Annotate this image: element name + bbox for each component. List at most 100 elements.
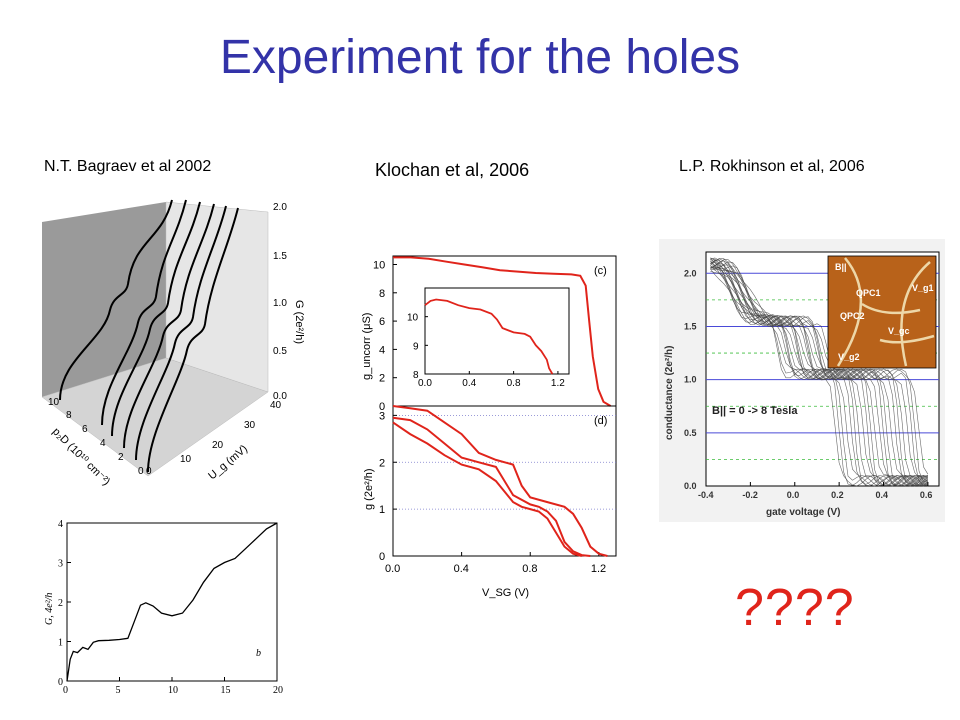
- rk-inset-label: V_g1: [912, 283, 934, 293]
- bagraev-2d-chart: 0 5 10 15 20 0 1 2 3 4 G, 4e²/h b: [44, 519, 283, 696]
- b3d-curve-2: [123, 203, 215, 449]
- b2d-ylabel: G, 4e²/h: [44, 593, 55, 625]
- b3d-xtick: 4: [100, 438, 106, 449]
- b2d-frame: [66, 522, 278, 682]
- question-marks: ????: [735, 579, 855, 637]
- kci-xtick: 0.4: [462, 378, 476, 389]
- caption-rokhinson: L.P. Rokhinson et al, 2006: [679, 158, 865, 175]
- caption-klochan: Klochan et al, 2006: [375, 160, 530, 180]
- kd-xlabel: V_SG (V): [482, 587, 529, 599]
- rk-trace: [710, 262, 929, 487]
- rk-trace: [710, 257, 929, 482]
- rk-trace: [710, 260, 929, 487]
- kc-panel-label: (c): [594, 265, 607, 277]
- rk-xtick: 0.2: [831, 490, 844, 500]
- kd-panel-label: (d): [594, 415, 607, 427]
- kci-xtick: 0.8: [507, 378, 521, 389]
- kd-ylabel: g (2e²/h): [363, 468, 375, 510]
- b3d-ytick: 0: [146, 466, 152, 477]
- b2d-xtick: 5: [116, 685, 121, 696]
- rk-trace: [710, 259, 929, 483]
- b2d-xtick: 0: [63, 685, 68, 696]
- kc-curve: [393, 256, 612, 407]
- kd-xtick: 0.4: [454, 563, 469, 575]
- b3d-curve-0: [147, 207, 239, 473]
- rk-inset-gates: [836, 257, 935, 367]
- kc-ytick: 6: [379, 316, 385, 328]
- rk-trace: [710, 268, 929, 487]
- b3d-curve-1: [135, 205, 227, 461]
- rk-ytick: 1.0: [684, 375, 697, 385]
- kci-xtick: 0.0: [418, 378, 432, 389]
- kc-ytick: 8: [379, 288, 385, 300]
- kc-ytick: 2: [379, 373, 385, 385]
- kd-xtick: 1.2: [591, 563, 606, 575]
- rk-inset-label: QPC2: [840, 311, 865, 321]
- b2d-xtick: 10: [168, 685, 178, 696]
- klochan-d-chart: 0.0 0.4 0.8 1.2 0 1 2 3 g (2e²/h) V_SG (V) (d): [363, 405, 617, 599]
- kd-xtick: 0.8: [522, 563, 537, 575]
- rk-ytick: 1.5: [684, 321, 697, 331]
- b3d-ztick: 0.0: [273, 391, 287, 402]
- b2d-panel-label: b: [256, 648, 261, 659]
- kd-ytick: 1: [379, 504, 385, 516]
- rk-trace: [710, 261, 928, 486]
- slide-title: Experiment for the holes: [219, 31, 741, 84]
- rk-trace: [710, 262, 929, 487]
- rk-annotation: B|| = 0 -> 8 Tesla: [712, 405, 798, 417]
- rk-inset-label: QPC1: [856, 288, 881, 298]
- kd-frame: [392, 405, 617, 557]
- b3d-ytick: 20: [212, 440, 224, 451]
- rk-trace: [710, 259, 929, 487]
- b3d-curve-4: [101, 199, 187, 426]
- b2d-ytick: 4: [58, 519, 63, 530]
- kc-ytick: 0: [379, 401, 385, 413]
- rk-ylabel: conductance (2e²/h): [664, 346, 675, 440]
- kd-curve-1: [392, 416, 591, 557]
- rk-trace: [710, 266, 929, 487]
- rk-inset-label: V_gc: [888, 326, 910, 336]
- b3d-ztick: 1.0: [273, 298, 287, 309]
- kc-ytick: 4: [379, 344, 385, 356]
- rk-trace: [710, 260, 928, 487]
- kc-ytick: 10: [373, 259, 385, 271]
- b2d-xtick: 15: [221, 685, 231, 696]
- rk-xtick: 0.6: [920, 490, 933, 500]
- rokhinson-chart: -0.4 -0.2 0.0 0.2 0.4 0.6 0.0 0.5 1.0 1.5 2.0 gate …: [659, 239, 945, 522]
- kd-ytick: 2: [379, 457, 385, 469]
- b3d-xtick: 0: [138, 466, 144, 477]
- b3d-xtick: 8: [66, 410, 72, 421]
- caption-bagraev: N.T. Bagraev et al 2002: [44, 158, 212, 175]
- kci-ytick: 10: [407, 313, 419, 324]
- kd-xtick: 0.0: [385, 563, 400, 575]
- b3d-ztick: 2.0: [273, 202, 287, 213]
- kc-ylabel: g_uncorr (μS): [361, 313, 373, 380]
- kci-ytick: 9: [413, 341, 419, 352]
- kd-curve-2: [392, 405, 608, 557]
- rk-xtick: 0.4: [876, 490, 889, 500]
- rk-trace: [710, 264, 929, 487]
- b3d-curve-5: [59, 199, 173, 401]
- rk-inset-label: V_g2: [838, 352, 860, 362]
- rk-ytick: 0.0: [684, 481, 697, 491]
- klochan-c-chart: 0 2 4 6 8 10 g_uncorr (μS) (c) 0.0 0.4 0.8 1.2 8 9 10: [361, 255, 617, 413]
- kc-inset-curve: [424, 298, 554, 375]
- b3d-ztick: 1.5: [273, 251, 287, 262]
- b2d-ytick: 2: [58, 598, 63, 609]
- b3d-xtick: 6: [82, 424, 88, 435]
- b2d-ytick: 0: [58, 677, 63, 688]
- kd-ytick: 0: [379, 551, 385, 563]
- b2d-xtick: 20: [273, 685, 283, 696]
- rk-trace: [710, 258, 929, 486]
- rk-ytick: 2.0: [684, 268, 697, 278]
- rk-trace: [710, 258, 929, 487]
- b3d-ztick: 0.5: [273, 346, 287, 357]
- b3d-ytick: 40: [270, 400, 282, 411]
- rk-xtick: 0.0: [787, 490, 800, 500]
- rk-xtick: -0.2: [742, 490, 758, 500]
- rk-ytick: 0.5: [684, 428, 697, 438]
- kci-ytick: 8: [413, 370, 419, 381]
- b2d-curve: [66, 522, 278, 682]
